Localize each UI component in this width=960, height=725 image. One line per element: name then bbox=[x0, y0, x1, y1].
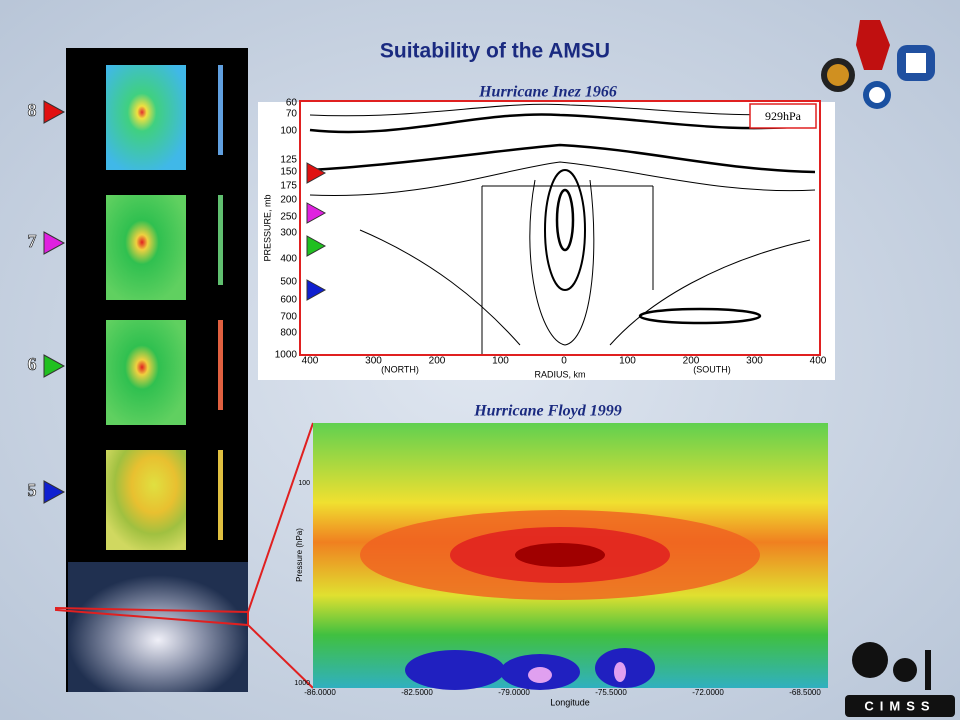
cimss-logo bbox=[845, 642, 955, 717]
floyd-x-tick: -79.0000 bbox=[498, 688, 530, 697]
annotation-box bbox=[749, 103, 817, 129]
inez-y-tick: 100 bbox=[280, 126, 297, 137]
inez-contours bbox=[309, 103, 816, 355]
inez-y-tick: 60 bbox=[286, 98, 298, 109]
connector bbox=[247, 624, 314, 689]
floyd-contours bbox=[360, 510, 760, 690]
level-arrow bbox=[306, 202, 327, 224]
inez-frame bbox=[299, 100, 821, 356]
channel-label: 5 bbox=[28, 480, 37, 500]
annotation: 929hPa bbox=[765, 109, 802, 123]
connector bbox=[247, 422, 314, 613]
floyd-x-tick: -75.5000 bbox=[595, 688, 627, 697]
inez-x-tick: 400 bbox=[302, 356, 319, 367]
inez-x-tick: 400 bbox=[810, 356, 827, 367]
inez-markers bbox=[306, 162, 327, 301]
inez-y-tick: 200 bbox=[280, 195, 297, 206]
channel-markers: 8 7 6 5 bbox=[27, 100, 66, 504]
inez-y-tick: 800 bbox=[280, 328, 297, 339]
color-bars bbox=[218, 65, 223, 540]
inez-south: (SOUTH) bbox=[693, 364, 731, 374]
satellite-image bbox=[68, 562, 248, 692]
channel-label: 8 bbox=[28, 100, 37, 120]
channel-image bbox=[106, 65, 186, 170]
inez-y-label: PRESSURE, mb bbox=[262, 194, 272, 261]
channel-arrow bbox=[43, 231, 66, 255]
inez-y-tick: 600 bbox=[280, 295, 297, 306]
channel-label: 6 bbox=[28, 354, 37, 374]
inez-x-tick: 100 bbox=[492, 356, 509, 367]
inez-x-tick: 300 bbox=[746, 356, 763, 367]
inez-y-tick: 700 bbox=[280, 312, 297, 323]
inez-y-tick: 70 bbox=[286, 109, 298, 120]
inez-y-tick: 1000 bbox=[275, 350, 298, 361]
slide-title: Suitability of the AMSU bbox=[380, 40, 610, 63]
level-arrow bbox=[306, 235, 327, 257]
floyd-title: Hurricane Floyd 1999 bbox=[473, 403, 622, 420]
inez-x-label: RADIUS, km bbox=[534, 369, 585, 379]
floyd-x-tick: -82.5000 bbox=[401, 688, 433, 697]
inez-y-tick: 250 bbox=[280, 212, 297, 223]
inez-title: Hurricane Inez 1966 bbox=[478, 84, 617, 101]
channel-image bbox=[106, 195, 186, 300]
channel-label: 7 bbox=[28, 231, 37, 251]
floyd-x-tick: -86.0000 bbox=[304, 688, 336, 697]
floyd-x-label: Longitude bbox=[550, 697, 590, 707]
channel-arrow bbox=[43, 480, 66, 504]
channel-arrow bbox=[43, 354, 66, 378]
logo-text: CIMSS bbox=[864, 698, 935, 713]
floyd-y-tick: 100 bbox=[298, 480, 310, 487]
channel-arrow bbox=[43, 100, 66, 124]
inez-y-tick: 400 bbox=[280, 254, 297, 265]
inez-figure bbox=[258, 102, 835, 380]
level-arrow bbox=[306, 162, 327, 184]
inez-y-tick: 175 bbox=[280, 181, 297, 192]
floyd-y-label: Pressure (hPa) bbox=[295, 528, 304, 582]
inez-y-tick: 300 bbox=[280, 228, 297, 239]
inez-x-tick: 100 bbox=[619, 356, 636, 367]
inez-x-tick: 200 bbox=[683, 356, 700, 367]
inez-y-tick: 150 bbox=[280, 167, 297, 178]
inez-x-tick: 0 bbox=[561, 356, 567, 367]
inez-north: (NORTH) bbox=[381, 364, 419, 374]
inez-y-tick: 125 bbox=[280, 155, 297, 166]
level-arrow bbox=[306, 279, 327, 301]
inez-y-tick: 500 bbox=[280, 277, 297, 288]
channel-image bbox=[106, 320, 186, 425]
inez-x-tick: 200 bbox=[429, 356, 446, 367]
floyd-x-tick: -72.0000 bbox=[692, 688, 724, 697]
inez-x-tick: 300 bbox=[365, 356, 382, 367]
floyd-x-tick: -68.5000 bbox=[789, 688, 821, 697]
floyd-y-tick: 1000 bbox=[294, 680, 310, 687]
channel-image bbox=[106, 450, 186, 550]
logos bbox=[821, 20, 935, 109]
